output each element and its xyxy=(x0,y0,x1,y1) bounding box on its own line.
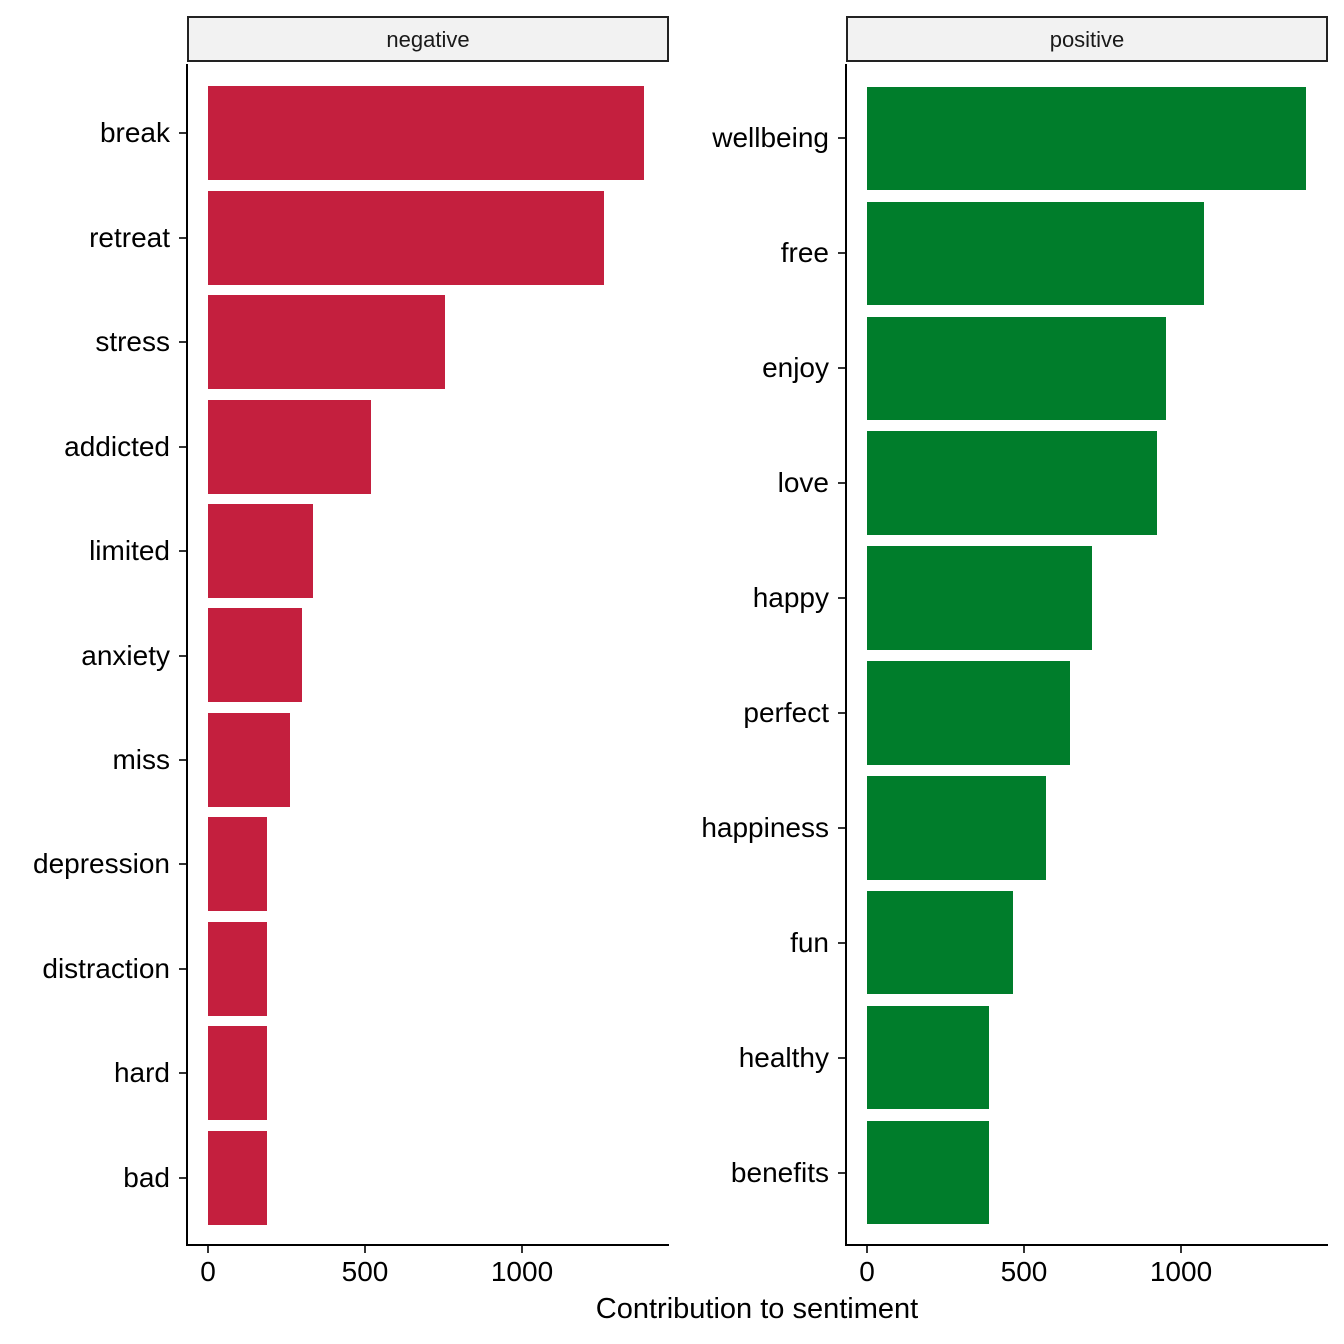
x-tick xyxy=(1023,1246,1025,1253)
y-tick xyxy=(179,1176,186,1179)
bar-perfect xyxy=(867,661,1070,765)
y-tick-label: retreat xyxy=(89,221,170,253)
bar-bad xyxy=(208,1130,268,1225)
y-tick-label: free xyxy=(780,237,829,269)
x-tick xyxy=(207,1246,209,1253)
y-tick-label: stress xyxy=(95,326,170,358)
y-tick xyxy=(179,654,186,657)
y-tick-label: love xyxy=(777,467,829,499)
y-tick xyxy=(179,445,186,448)
y-tick xyxy=(838,367,845,370)
y-tick-label: perfect xyxy=(743,696,829,728)
bar-healthy xyxy=(867,1005,990,1110)
bar-wellbeing xyxy=(867,86,1306,191)
bar-break xyxy=(208,86,645,181)
y-tick xyxy=(179,1072,186,1075)
x-tick xyxy=(364,1246,366,1253)
bar-happiness xyxy=(867,776,1046,880)
y-tick-label: enjoy xyxy=(762,352,829,384)
plot-area-positive: wellbeing free enjoy love happy perfect happin… xyxy=(701,64,1328,1287)
y-tick xyxy=(838,1171,845,1174)
y-tick xyxy=(838,1056,845,1059)
bar-addicted xyxy=(208,399,371,494)
y-tick-label: break xyxy=(99,117,170,149)
bar-happy xyxy=(867,546,1093,650)
y-tick-label: limited xyxy=(89,535,170,567)
y-tick-label: anxiety xyxy=(81,639,170,671)
y-tick-label: hard xyxy=(113,1057,170,1089)
y-tick xyxy=(179,550,186,553)
y-tick xyxy=(838,711,845,714)
x-tick-label: 0 xyxy=(200,1256,216,1287)
y-tick xyxy=(838,597,845,600)
bar-stress xyxy=(208,295,446,390)
y-tick xyxy=(179,863,186,866)
bar-fun xyxy=(867,891,1013,995)
y-tick-label: addicted xyxy=(64,430,170,462)
facet-strip-negative: negative xyxy=(187,16,669,62)
facet-strip-positive: positive xyxy=(846,16,1328,62)
y-tick xyxy=(179,967,186,970)
x-axis-line xyxy=(845,1244,1328,1246)
y-tick xyxy=(179,758,186,761)
x-tick-label: 500 xyxy=(341,1256,389,1287)
y-tick-label: distraction xyxy=(42,952,170,984)
y-tick-label: fun xyxy=(790,926,829,958)
y-tick xyxy=(838,826,845,829)
y-axis-line xyxy=(845,64,847,1246)
y-axis-line xyxy=(186,64,188,1246)
y-tick-label: miss xyxy=(112,743,170,775)
y-tick-label: benefits xyxy=(730,1156,829,1188)
bar-free xyxy=(867,201,1204,306)
y-tick-label: happiness xyxy=(701,811,829,843)
y-tick xyxy=(179,341,186,344)
y-tick xyxy=(838,137,845,140)
y-tick xyxy=(179,236,186,239)
bar-hard xyxy=(208,1026,268,1121)
bar-depression xyxy=(208,817,268,912)
y-tick xyxy=(838,941,845,944)
x-tick xyxy=(866,1246,868,1253)
x-axis-line xyxy=(186,1244,669,1246)
y-tick-label: happy xyxy=(752,582,829,614)
x-tick-label: 0 xyxy=(859,1256,875,1287)
bar-love xyxy=(867,431,1158,535)
y-tick xyxy=(838,252,845,255)
plot-area-negative: break retreat stress addicted limited anxiety… xyxy=(33,64,669,1287)
panel-negative: negative break retreat stress addicted limit… xyxy=(33,16,669,1287)
x-tick-label: 500 xyxy=(1000,1256,1048,1287)
x-axis-title: Contribution to sentiment xyxy=(595,1293,919,1325)
panel-positive: positive wellbeing free enjoy love happy perf… xyxy=(701,16,1328,1287)
bar-distraction xyxy=(208,921,268,1016)
bar-anxiety xyxy=(208,608,302,703)
bar-miss xyxy=(208,712,290,807)
x-tick xyxy=(521,1246,523,1253)
x-tick-label: 1000 xyxy=(490,1256,554,1287)
bar-limited xyxy=(208,504,313,599)
bar-benefits xyxy=(867,1120,990,1225)
bar-enjoy xyxy=(867,316,1166,420)
y-tick-label: healthy xyxy=(738,1041,829,1073)
x-tick-label: 1000 xyxy=(1149,1256,1213,1287)
y-tick xyxy=(179,132,186,135)
bar-retreat xyxy=(208,190,604,285)
y-tick xyxy=(838,482,845,485)
x-tick xyxy=(1180,1246,1182,1253)
y-tick-label: wellbeing xyxy=(712,122,829,154)
y-tick-label: depression xyxy=(33,848,170,880)
y-tick-label: bad xyxy=(123,1161,170,1193)
